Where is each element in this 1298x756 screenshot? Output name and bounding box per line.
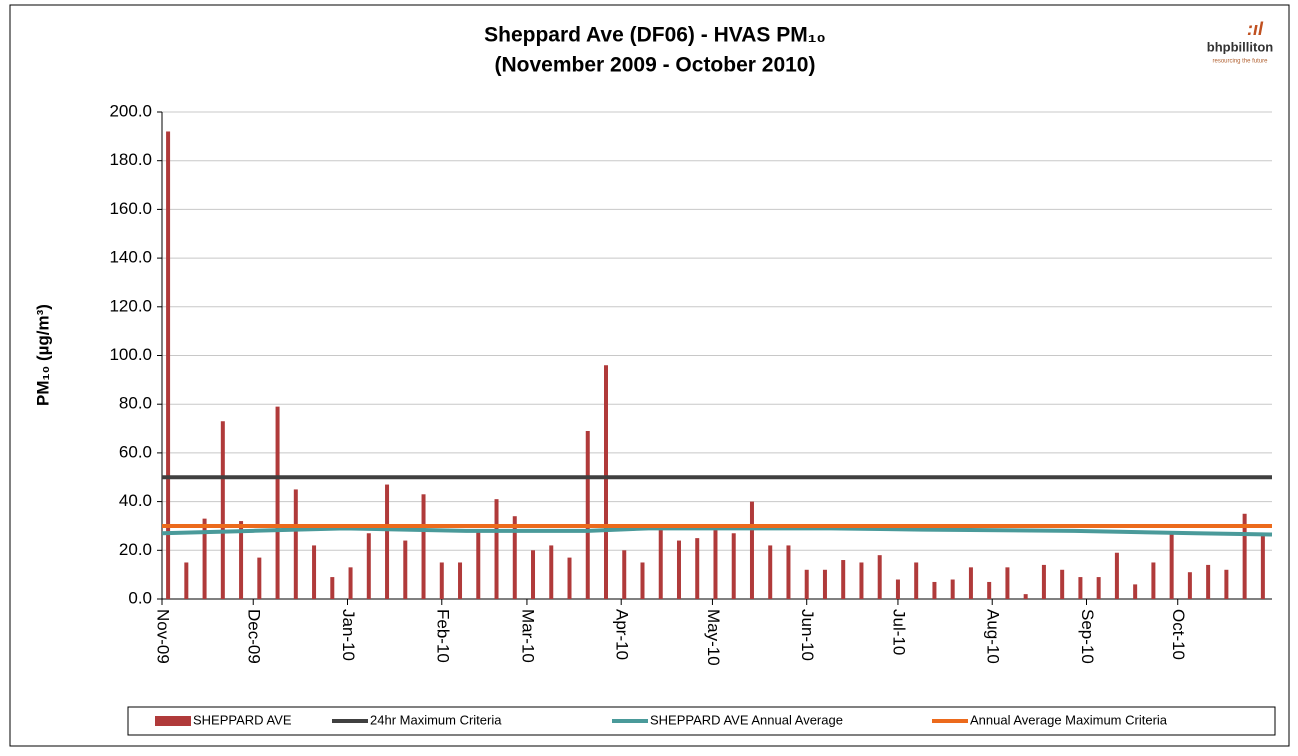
bar — [1023, 594, 1028, 599]
y-tick-label: 40.0 — [119, 491, 152, 510]
bar — [804, 569, 809, 599]
bar — [494, 499, 499, 599]
line — [161, 526, 1273, 537]
bar — [1169, 533, 1174, 599]
bar — [658, 528, 663, 599]
x-tick-label: Sep-10 — [1078, 609, 1097, 664]
bar — [1224, 569, 1229, 599]
legend-label: SHEPPARD AVE Annual Average — [650, 712, 843, 727]
y-tick-label: 120.0 — [109, 296, 152, 315]
bar — [257, 557, 262, 599]
bar — [585, 430, 590, 599]
legend-label: Annual Average Maximum Criteria — [970, 712, 1168, 727]
bar — [859, 562, 864, 599]
bar — [312, 545, 317, 599]
y-axis-label: PM₁₀ (µg/m³) — [33, 304, 52, 406]
bar — [348, 567, 353, 599]
bar — [166, 131, 171, 600]
bar — [768, 545, 773, 599]
bar — [968, 567, 973, 599]
bar — [403, 540, 408, 599]
bar — [439, 562, 444, 599]
y-tick-label: 100.0 — [109, 345, 152, 364]
y-tick-label: 200.0 — [109, 101, 152, 120]
bar — [1114, 552, 1119, 599]
bar — [293, 489, 298, 599]
bar — [1260, 535, 1265, 599]
bar — [622, 550, 627, 599]
bar — [786, 545, 791, 599]
y-tick-label: 160.0 — [109, 199, 152, 218]
x-tick-label: Jul-10 — [889, 609, 908, 655]
x-tick-label: Aug-10 — [984, 609, 1003, 664]
y-tick-label: 140.0 — [109, 248, 152, 267]
bar — [695, 538, 700, 599]
bar — [749, 501, 754, 599]
bar — [275, 406, 280, 599]
bar — [640, 562, 645, 599]
x-tick-label: Oct-10 — [1169, 609, 1188, 660]
logo-name: bhpbilliton — [1207, 39, 1273, 54]
y-tick-label: 60.0 — [119, 442, 152, 461]
x-tick-label: Dec-09 — [245, 609, 264, 664]
bar — [239, 521, 244, 599]
x-tick-label: Apr-10 — [613, 609, 632, 660]
bar — [1206, 564, 1211, 599]
bar — [512, 516, 517, 599]
bar — [366, 533, 371, 599]
y-tick-label: 180.0 — [109, 150, 152, 169]
logo-mark: :ıl — [1247, 19, 1264, 39]
bar — [476, 530, 481, 599]
logo-tagline: resourcing the future — [1212, 59, 1268, 65]
bar — [202, 518, 207, 599]
bar — [567, 557, 572, 599]
bar — [1005, 567, 1010, 599]
bar — [549, 545, 554, 599]
bar — [385, 484, 390, 599]
bar — [932, 581, 937, 599]
bar — [1060, 569, 1065, 599]
legend-swatch — [155, 716, 191, 726]
legend-box — [127, 706, 1276, 736]
bar — [604, 365, 608, 599]
x-tick-label: Jan-10 — [339, 609, 358, 661]
legend-label: 24hr Maximum Criteria — [370, 712, 502, 727]
bar — [713, 528, 718, 599]
x-tick-label: May-10 — [704, 609, 723, 666]
bar — [950, 579, 955, 599]
bar — [822, 569, 827, 599]
legend-label: SHEPPARD AVE — [193, 712, 292, 727]
bar — [1041, 564, 1046, 599]
bar — [1133, 584, 1138, 599]
bar — [1242, 513, 1247, 599]
bar — [1187, 572, 1192, 599]
x-tick-label: Mar-10 — [518, 609, 537, 663]
bar — [220, 421, 225, 599]
bar — [877, 555, 882, 599]
chart-title: Sheppard Ave (DF06) - HVAS PM₁₀ — [484, 24, 826, 47]
bar — [1078, 577, 1083, 599]
x-tick-label: Feb-10 — [433, 609, 452, 663]
chart-subtitle: (November 2009 - October 2010) — [495, 54, 816, 77]
bar — [1151, 562, 1156, 599]
bar — [914, 562, 919, 599]
x-tick-label: Jun-10 — [798, 609, 817, 661]
bar — [531, 550, 536, 599]
bar — [1096, 577, 1101, 599]
x-tick-label: Nov-09 — [154, 609, 173, 664]
bar — [676, 540, 681, 599]
y-tick-label: 80.0 — [119, 394, 152, 413]
bar — [987, 581, 992, 599]
chart-border — [9, 4, 1290, 747]
bar — [184, 562, 189, 599]
bar — [421, 494, 426, 599]
y-tick-label: 20.0 — [119, 540, 152, 559]
bar — [895, 579, 900, 599]
bar — [330, 577, 335, 599]
bar — [841, 560, 846, 599]
bar — [458, 562, 463, 599]
y-tick-label: 0.0 — [128, 588, 152, 607]
bar — [731, 533, 736, 599]
